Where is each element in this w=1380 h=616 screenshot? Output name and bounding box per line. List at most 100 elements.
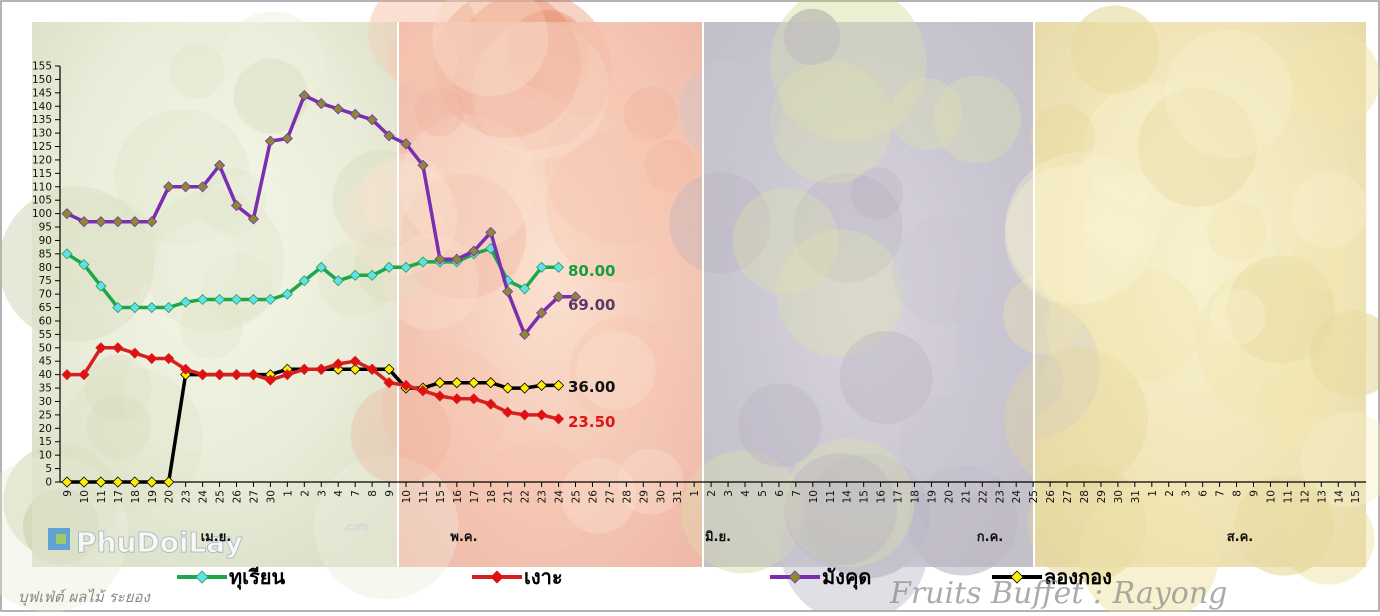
- month-label: พ.ค.: [450, 530, 477, 545]
- texture-blob: [769, 0, 927, 142]
- data-point: [95, 476, 107, 488]
- data-point: [332, 103, 344, 115]
- x-tick-label: 7: [350, 490, 362, 497]
- texture-blob: [784, 438, 915, 568]
- data-point: [112, 342, 124, 354]
- texture-blob: [220, 11, 325, 117]
- texture-blob: [898, 395, 1004, 501]
- x-tick-label: 21: [503, 490, 515, 503]
- data-point: [230, 293, 243, 306]
- logo-text: PhuDoiLay: [76, 526, 243, 559]
- x-tick-label: 27: [248, 490, 260, 503]
- data-point: [468, 377, 480, 389]
- texture-blob: [793, 172, 903, 283]
- data-point: [417, 385, 429, 397]
- texture-blob: [270, 169, 360, 258]
- texture-blob: [839, 331, 933, 424]
- data-point: [129, 301, 141, 314]
- y-tick-label: 145: [32, 87, 52, 99]
- texture-blob: [783, 8, 841, 66]
- x-tick-label: 1: [1147, 490, 1159, 497]
- x-tick-label: 20: [164, 490, 176, 503]
- series-1: [61, 342, 565, 425]
- x-tick-label: 6: [774, 490, 786, 497]
- data-point: [485, 226, 497, 238]
- month-label: ก.ค.: [977, 530, 1003, 545]
- texture-blob: [644, 139, 697, 193]
- data-point: [400, 138, 412, 150]
- data-point: [383, 363, 395, 375]
- y-tick-label: 65: [39, 302, 52, 314]
- data-point: [349, 355, 361, 367]
- data-point: [78, 259, 90, 271]
- texture-blob: [1070, 5, 1160, 95]
- texture-blob: [1003, 274, 1084, 355]
- texture-blob: [1210, 288, 1266, 345]
- texture-blob: [1310, 310, 1380, 398]
- texture-blob: [86, 394, 151, 460]
- data-point: [95, 216, 107, 228]
- texture-blob: [479, 440, 594, 555]
- legend-item: เงาะ: [472, 565, 563, 589]
- texture-blob: [1081, 207, 1135, 262]
- data-point: [197, 369, 209, 381]
- end-label: 23.50: [568, 413, 615, 431]
- end-label: 80.00: [568, 262, 615, 280]
- data-point: [197, 181, 209, 193]
- texture-blob: [1196, 264, 1353, 421]
- texture-blob: [368, 0, 478, 88]
- data-point: [163, 301, 175, 314]
- data-point: [417, 256, 429, 268]
- data-point: [502, 285, 514, 298]
- texture-blob: [1004, 347, 1148, 491]
- x-tick-label: 24: [554, 490, 566, 504]
- x-tick-label: 10: [808, 490, 820, 503]
- texture-blob: [233, 58, 309, 134]
- y-tick-label: 80: [39, 262, 52, 274]
- data-point: [163, 181, 175, 193]
- texture-blob: [546, 129, 699, 283]
- texture-blob: [1089, 269, 1202, 382]
- x-tick-label: 24: [1011, 490, 1023, 504]
- data-point: [366, 363, 378, 375]
- y-tick-label: 70: [39, 289, 52, 301]
- x-tick-label: 31: [1130, 490, 1142, 503]
- legend-label: ลองกอง: [1044, 565, 1112, 589]
- x-tick-label: 4: [740, 490, 752, 497]
- texture-blob: [955, 301, 1050, 396]
- series-layer: [61, 89, 582, 488]
- x-tick-label: 9: [1249, 490, 1261, 497]
- rambutan-panel: [398, 22, 702, 567]
- y-tick-label: 110: [32, 181, 52, 193]
- data-point: [552, 379, 565, 391]
- data-point: [264, 374, 276, 386]
- data-point: [180, 296, 192, 308]
- texture-blob: [776, 229, 904, 357]
- x-tick-label: 19: [147, 490, 159, 503]
- texture-blob: [679, 59, 783, 163]
- texture-blob: [1285, 31, 1380, 127]
- data-point: [400, 261, 412, 273]
- texture-blob: [400, 173, 527, 300]
- data-point: [78, 476, 90, 488]
- texture-blob: [1300, 411, 1380, 508]
- x-tick-label: 29: [1096, 490, 1108, 503]
- data-point: [61, 248, 73, 260]
- data-point: [536, 307, 548, 319]
- x-tick-label: 17: [469, 490, 481, 503]
- data-point: [180, 363, 192, 375]
- texture-blob: [850, 167, 904, 220]
- texture-blob: [780, 475, 928, 616]
- texture-blob: [892, 215, 1004, 326]
- x-tick-label: 8: [367, 490, 379, 497]
- y-tick-label: 105: [32, 195, 52, 207]
- data-point: [519, 328, 531, 340]
- texture-blob: [907, 465, 1018, 576]
- texture-blob: [381, 344, 509, 471]
- x-tick-label: 24: [198, 490, 210, 504]
- data-point: [112, 301, 124, 314]
- texture-blob: [350, 384, 451, 485]
